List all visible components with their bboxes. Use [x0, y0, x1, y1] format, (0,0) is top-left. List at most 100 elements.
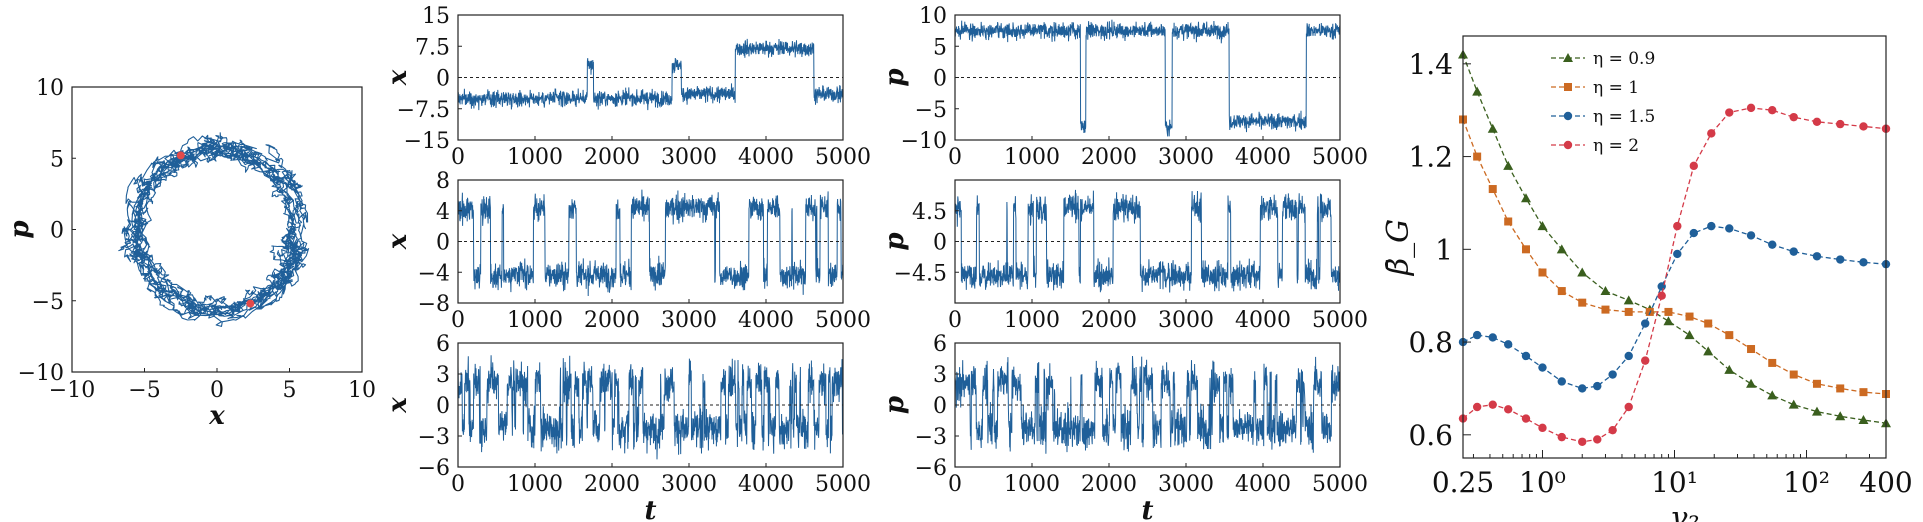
x-tick-label: 3000: [1158, 472, 1214, 497]
series-line: [1462, 54, 1887, 424]
x-tick-label: 400: [1859, 466, 1912, 499]
data-point: [1488, 333, 1497, 342]
data-point: [1768, 240, 1777, 249]
data-point: [1707, 129, 1716, 138]
beta-chart-panel: 0.25 10⁰ 10¹ 10² 400 0.6 0.8 1 1.2 1.4 γ₂ β̄_G η = 0…: [1381, 35, 1913, 522]
x-tick-label: 10: [348, 378, 376, 403]
series-2: [1458, 221, 1891, 393]
data-point: [1557, 432, 1566, 442]
legend-label: η = 1: [1593, 78, 1639, 98]
data-point: [1472, 86, 1483, 96]
y-tick-label: 4.5: [912, 200, 947, 225]
data-point: [1836, 384, 1845, 393]
y-axis-label: β̄_G: [1381, 219, 1416, 276]
y-tick-label: 0: [436, 67, 450, 92]
y-tick-label: 10: [919, 4, 947, 29]
data-point: [1664, 307, 1673, 316]
data-point: [1689, 161, 1698, 171]
data-point: [1858, 414, 1869, 424]
x-tick-label: 4000: [1235, 308, 1291, 333]
y-tick-label: 0.8: [1408, 326, 1453, 359]
x-tick-label: 4000: [1235, 472, 1291, 497]
legend-marker: [1563, 111, 1573, 121]
data-point: [1768, 105, 1777, 115]
data-point: [1789, 370, 1798, 379]
x-axis-label: t: [644, 496, 656, 522]
y-tick-label: −5: [32, 290, 64, 315]
data-point: [1747, 345, 1756, 354]
x-tick-label: 0: [451, 308, 465, 333]
data-point: [1724, 364, 1735, 374]
x-tick-label: 0.25: [1432, 466, 1494, 499]
data-point: [1623, 295, 1634, 305]
data-point: [1812, 117, 1822, 126]
data-point: [1538, 363, 1547, 372]
data-point: [1521, 245, 1530, 254]
x-tick-label: 5000: [1312, 472, 1368, 497]
y-tick-label: 10: [36, 76, 64, 101]
data-point: [1673, 249, 1682, 259]
y-tick-label: −15: [404, 129, 450, 154]
data-point: [1673, 221, 1682, 231]
fixed-point-marker: [246, 299, 255, 308]
x-tick-label: 4000: [738, 145, 794, 170]
data-point: [1859, 122, 1868, 131]
y-tick-label: 4: [436, 200, 450, 225]
y-axis-label: x: [383, 69, 413, 86]
data-point: [1504, 340, 1513, 349]
x-tick-label: 5: [283, 378, 297, 403]
data-point: [1504, 405, 1513, 414]
x-tick-label: 2000: [1081, 145, 1137, 170]
y-tick-label: 3: [933, 363, 947, 388]
data-point: [1767, 390, 1778, 400]
legend-label: η = 2: [1593, 136, 1639, 156]
y-axis-label: p: [880, 68, 910, 86]
data-point: [1836, 119, 1845, 129]
y-tick-label: −6: [915, 456, 947, 481]
data-point: [1725, 224, 1734, 233]
x-tick-label: 4000: [738, 308, 794, 333]
x-tick-label: 10⁰: [1519, 466, 1566, 499]
data-point: [1789, 247, 1798, 256]
trace-line: [457, 38, 844, 111]
data-point: [1472, 402, 1482, 412]
x-tick-label: 3000: [1158, 308, 1214, 333]
data-point: [1556, 244, 1567, 254]
y-tick-label: 0.6: [1408, 419, 1453, 452]
data-point: [1641, 319, 1650, 328]
data-point: [1578, 298, 1587, 307]
legend-label: η = 0.9: [1593, 49, 1655, 69]
y-tick-label: −3: [418, 425, 450, 450]
data-point: [1504, 217, 1513, 226]
legend: η = 0.9 η = 1 η = 1.5 η = 2: [1551, 49, 1655, 156]
y-tick-label: −8: [418, 292, 450, 317]
data-point: [1685, 312, 1694, 321]
x-axis-label: γ₂: [1670, 501, 1700, 522]
y-axis-label: x: [383, 233, 413, 250]
y-tick-label: 7.5: [415, 35, 450, 60]
x-tick-label: 3000: [661, 308, 717, 333]
data-point: [1473, 152, 1482, 161]
x-axis-label: x: [208, 401, 225, 431]
y-tick-label: 6: [933, 332, 947, 357]
y-tick-label: 0: [933, 67, 947, 92]
data-point: [1624, 402, 1633, 412]
x-tick-label: 1000: [507, 308, 563, 333]
data-point: [1704, 319, 1713, 328]
phase-frame: [71, 86, 363, 373]
data-point: [1812, 252, 1822, 261]
data-point: [1789, 112, 1798, 122]
data-point: [1684, 330, 1695, 340]
data-point: [1657, 291, 1666, 300]
data-point: [1537, 221, 1548, 231]
y-tick-label: 1.2: [1408, 141, 1453, 174]
data-point: [1707, 221, 1716, 231]
x-tick-label: 2000: [584, 145, 640, 170]
trace-line: [457, 189, 844, 297]
x-tick-label: −10: [49, 378, 95, 403]
y-axis-label: p: [880, 232, 910, 250]
